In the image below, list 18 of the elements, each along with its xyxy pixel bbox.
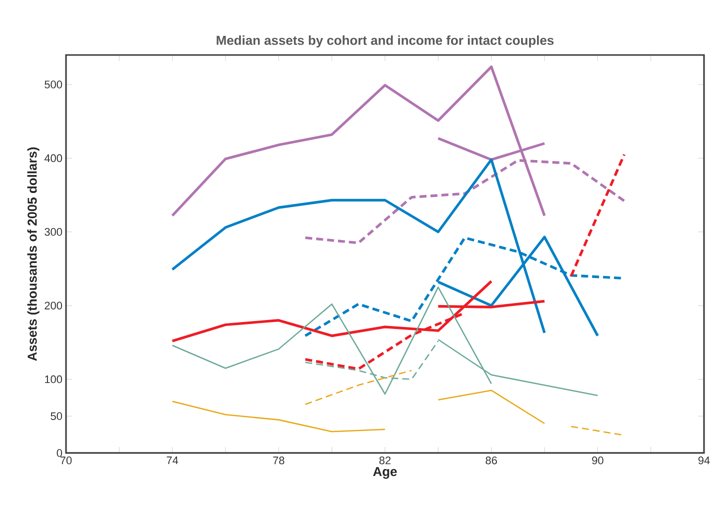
x-tick-label: 74 bbox=[166, 456, 178, 464]
chart-title: Median assets by cohort and income for intact couples bbox=[216, 35, 554, 48]
y-tick-label: 300 bbox=[44, 228, 62, 236]
x-tick-label: 70 bbox=[60, 456, 72, 464]
y-tick-label: 400 bbox=[44, 154, 62, 162]
x-tick-label: 78 bbox=[273, 456, 284, 464]
x-tick-label: 86 bbox=[486, 456, 497, 464]
y-tick-label: 100 bbox=[45, 375, 62, 384]
x-axis-title: Age bbox=[373, 467, 397, 479]
x-tick-label: 90 bbox=[592, 456, 604, 464]
y-tick-label: 0 bbox=[56, 449, 62, 457]
x-tick-label: 82 bbox=[379, 456, 391, 464]
x-tick-label: 94 bbox=[698, 456, 710, 464]
y-tick-label: 200 bbox=[44, 302, 62, 310]
line-series bbox=[172, 400, 386, 432]
y-tick-label: 50 bbox=[50, 412, 62, 420]
y-tick-label: 500 bbox=[44, 80, 62, 88]
y-axis-title: Assets (thousands of 2005 dollars) bbox=[27, 147, 40, 361]
